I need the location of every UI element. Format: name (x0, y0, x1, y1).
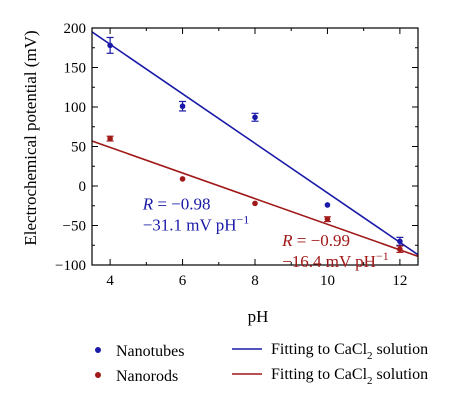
y-tick-label-50: 50 (71, 140, 86, 156)
annotation-slope-1: −31.1 mV pH−1 (143, 213, 250, 235)
legend-label-nanotubes: Nanotubes (116, 343, 184, 360)
legend-label-nanorods: Nanorods (116, 368, 178, 385)
y-tick-label-0: 0 (79, 179, 87, 195)
fit-line-2 (92, 140, 418, 258)
data-point-nanorods-1 (107, 135, 113, 142)
x-tick-label-6: 6 (179, 273, 187, 289)
x-tick-label-8: 8 (251, 273, 259, 289)
annotation-r-value-1: R = −0.98 (142, 195, 211, 214)
legend-label-fit-2: Fitting to CaCl2 solution (271, 366, 428, 387)
data-point-nanotubes-4 (324, 202, 331, 208)
y-tick-label--100: −100 (55, 258, 86, 274)
y-tick-label-200: 200 (64, 21, 87, 37)
legend-label-fit-1: Fitting to CaCl2 solution (271, 341, 428, 362)
data-point-nanotubes-1 (107, 42, 113, 49)
data-point-nanorods-2 (179, 176, 186, 182)
legend-marker-nanotubes (95, 347, 101, 353)
annotation-r-value-2: R = −0.99 (281, 231, 350, 250)
y-tick-label-100: 100 (64, 100, 87, 116)
legend: Nanotubes Nanorods Fitting to CaCl2 soluti… (95, 341, 428, 387)
data-point-nanotubes-2 (179, 103, 186, 110)
fit-line-1 (92, 31, 418, 256)
data-point-nanorods-3 (252, 200, 258, 207)
data-point-nanotubes-3 (252, 114, 258, 121)
x-tick-label-10: 10 (320, 273, 335, 289)
data-point-nanorods-4 (324, 216, 331, 222)
plot-frame (91, 27, 419, 266)
y-tick-label-150: 150 (64, 61, 87, 77)
legend-marker-nanorods (95, 372, 101, 378)
x-tick-label-4: 4 (106, 273, 114, 289)
annotation-slope-2: −16.4 mV pH−1 (282, 249, 389, 271)
x-axis-label: pH (248, 307, 269, 326)
y-axis-label: Electrochemical potential (mV) (21, 30, 40, 245)
x-tick-label-12: 12 (392, 273, 407, 289)
y-tick-label--50: −50 (63, 219, 86, 235)
data-point-nanorods-5 (397, 246, 403, 252)
data-point-nanotubes-5 (397, 238, 403, 245)
